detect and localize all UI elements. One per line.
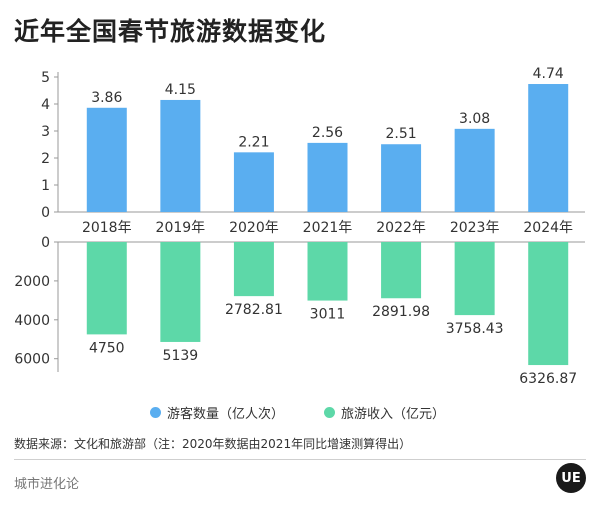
footer-divider [14,459,586,460]
legend-item-visitors: 游客数量（亿人次） [150,403,284,422]
data-label-revenue: 2782.81 [225,302,283,318]
bar-visitors [307,142,348,212]
legend-swatch-visitors [150,407,161,418]
source-note: 数据来源：文化和旅游部（注：2020年数据由2021年同比增速测算得出） [14,437,412,451]
x-tick-label: 2019年 [156,220,206,236]
x-tick-label: 2018年 [82,220,132,236]
x-tick-label: 2022年 [376,220,426,236]
y-tick-label-top: 3 [41,124,50,140]
y-tick-label-bottom: 0 [41,235,50,251]
y-tick-label-top: 4 [41,97,50,113]
bar-visitors [86,107,127,212]
brand-name: 城市进化论 [14,477,80,492]
x-tick-label: 2021年 [303,220,353,236]
data-label-visitors: 2.21 [238,134,269,150]
bar-chart: 0 1 2 3 4 5 0 2000 4000 6000 3.86 2018年 4750 4.15 2019… [14,66,585,387]
ue-logo-icon: UE [556,463,586,493]
data-label-visitors: 4.15 [165,82,196,98]
legend-swatch-revenue [324,407,336,418]
bar-revenue [233,242,274,297]
data-label-revenue: 2891.98 [372,304,430,320]
data-label-revenue: 5139 [163,348,199,364]
y-tick-label-bottom: 4000 [14,313,50,329]
bar-revenue [454,242,495,316]
x-tick-label: 2024年 [523,220,573,236]
data-label-visitors: 3.08 [459,111,490,127]
data-label-visitors: 3.86 [91,90,122,106]
bar-revenue [160,242,201,342]
x-tick-label: 2020年 [229,220,279,236]
data-label-revenue: 3011 [310,307,346,323]
data-label-visitors: 2.56 [312,125,343,141]
bar-visitors [381,144,422,212]
data-label-visitors: 4.74 [533,66,564,82]
legend-item-revenue: 旅游收入（亿元） [324,403,445,422]
bar-visitors [454,128,495,212]
bar-revenue [307,242,348,301]
bar-visitors [160,99,201,212]
data-label-visitors: 2.51 [385,126,416,142]
bar-revenue [86,242,127,335]
bar-visitors [528,84,569,212]
legend-label-revenue: 旅游收入（亿元） [341,407,446,422]
bar-visitors [233,152,274,212]
bar-revenue [381,242,422,299]
data-label-revenue: 3758.43 [446,321,504,337]
y-tick-label-top: 2 [41,151,50,167]
y-tick-label-bottom: 2000 [14,274,50,290]
y-tick-label-bottom: 6000 [14,352,50,368]
y-tick-label-top: 5 [41,70,50,86]
data-label-revenue: 6326.87 [519,371,577,387]
data-label-revenue: 4750 [89,340,125,356]
legend-label-visitors: 游客数量（亿人次） [167,407,285,422]
x-tick-label: 2023年 [450,220,500,236]
y-tick-label-top: 0 [41,205,50,221]
y-tick-label-top: 1 [41,178,50,194]
chart-title: 近年全国春节旅游数据变化 [14,17,327,46]
bar-revenue [528,242,569,366]
legend: 游客数量（亿人次） 旅游收入（亿元） [150,403,445,422]
